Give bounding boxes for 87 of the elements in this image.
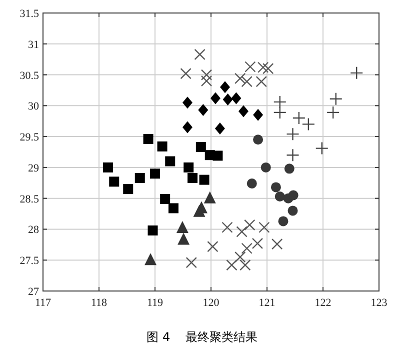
x-tick-label: 123 bbox=[370, 297, 388, 309]
point bbox=[236, 226, 248, 238]
point bbox=[274, 191, 285, 202]
point bbox=[207, 240, 218, 252]
point bbox=[288, 190, 298, 200]
point bbox=[180, 68, 192, 80]
point bbox=[109, 176, 120, 187]
y-tick-label: 28.5 bbox=[20, 193, 40, 206]
point bbox=[178, 232, 190, 245]
point bbox=[315, 142, 328, 155]
point bbox=[240, 259, 251, 271]
point bbox=[199, 174, 210, 185]
x-tick-label: 117 bbox=[34, 297, 52, 309]
y-tick-label: 30 bbox=[28, 100, 40, 113]
point bbox=[278, 216, 288, 226]
point bbox=[350, 66, 364, 80]
point bbox=[234, 251, 246, 263]
point bbox=[176, 220, 188, 233]
point bbox=[157, 141, 168, 152]
point bbox=[188, 172, 198, 183]
point bbox=[241, 76, 252, 88]
point bbox=[198, 104, 208, 116]
point bbox=[123, 184, 134, 194]
point bbox=[214, 122, 225, 135]
x-tick-label: 118 bbox=[90, 297, 108, 309]
y-tick-label: 27 bbox=[28, 286, 40, 298]
point bbox=[273, 106, 286, 120]
point bbox=[329, 92, 342, 106]
point bbox=[102, 162, 113, 172]
point bbox=[302, 118, 316, 131]
point bbox=[212, 150, 223, 161]
point bbox=[160, 194, 170, 204]
point bbox=[196, 142, 206, 152]
point bbox=[194, 48, 206, 60]
point bbox=[144, 253, 157, 266]
x-tick-label: 120 bbox=[202, 297, 220, 309]
point bbox=[222, 93, 233, 106]
point bbox=[258, 222, 270, 233]
point bbox=[182, 121, 192, 134]
point bbox=[260, 162, 271, 172]
point bbox=[222, 222, 233, 233]
point bbox=[134, 172, 145, 183]
point bbox=[165, 156, 176, 166]
x-tick-label: 119 bbox=[146, 297, 164, 309]
point bbox=[200, 75, 212, 87]
y-tick-label: 29.5 bbox=[20, 132, 40, 144]
point bbox=[210, 92, 220, 104]
point bbox=[286, 148, 300, 162]
point bbox=[286, 127, 300, 141]
point bbox=[246, 178, 257, 189]
point bbox=[262, 63, 274, 74]
point bbox=[182, 96, 192, 109]
point bbox=[231, 92, 242, 104]
point bbox=[168, 203, 178, 214]
point bbox=[256, 76, 267, 88]
point bbox=[326, 106, 340, 120]
point bbox=[184, 162, 194, 172]
point bbox=[271, 238, 283, 250]
point bbox=[244, 219, 256, 230]
point bbox=[200, 69, 212, 80]
point bbox=[204, 191, 216, 204]
point bbox=[241, 242, 252, 254]
point bbox=[238, 105, 248, 118]
point bbox=[150, 168, 160, 179]
point bbox=[270, 182, 281, 192]
point bbox=[220, 81, 230, 94]
point bbox=[292, 111, 306, 125]
point bbox=[252, 238, 264, 250]
y-tick-label: 30.5 bbox=[20, 70, 40, 82]
y-tick-label: 28 bbox=[28, 224, 40, 236]
y-tick-label: 27.5 bbox=[20, 255, 40, 268]
point bbox=[234, 72, 246, 84]
point bbox=[143, 134, 154, 144]
caption: 图 4 最终聚类结果 bbox=[146, 330, 258, 344]
point bbox=[273, 95, 286, 109]
x-tick-label: 121 bbox=[258, 297, 276, 309]
y-tick-label: 31 bbox=[28, 38, 39, 51]
point bbox=[148, 225, 158, 236]
point bbox=[186, 256, 197, 268]
y-tick-label: 31.5 bbox=[20, 8, 40, 20]
point bbox=[288, 206, 298, 216]
y-tick-label: 29 bbox=[28, 162, 40, 174]
point bbox=[284, 164, 294, 174]
x-tick-label: 122 bbox=[314, 297, 332, 309]
point bbox=[253, 134, 264, 145]
point bbox=[226, 259, 238, 271]
point bbox=[253, 108, 264, 121]
